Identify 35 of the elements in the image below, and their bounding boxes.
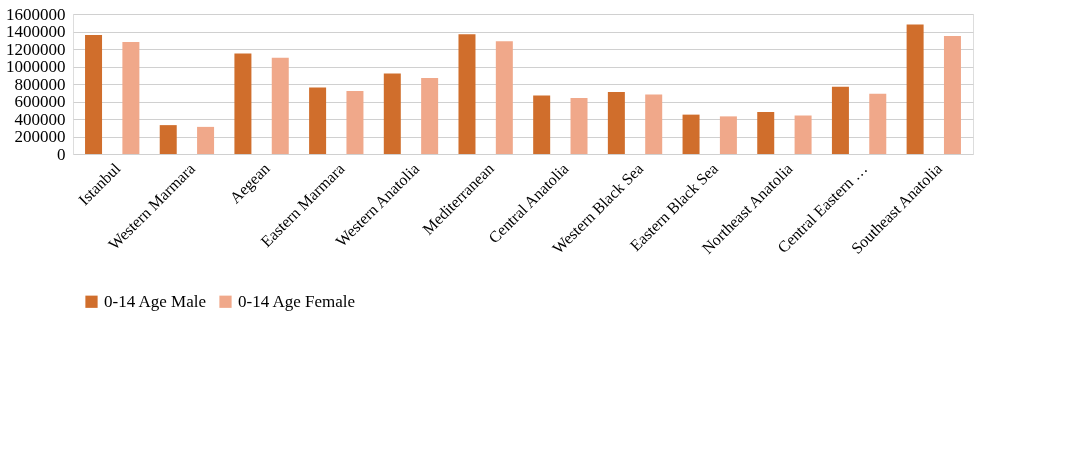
bar: [570, 98, 588, 154]
bar: [197, 126, 215, 154]
bar: [831, 86, 849, 154]
bar: [458, 34, 476, 154]
legend-label: 0-14 Age Female: [238, 291, 356, 311]
bar: [85, 35, 103, 154]
y-tick-label: 600000: [14, 92, 66, 111]
bar: [607, 91, 625, 154]
bar: [159, 125, 177, 154]
bar: [869, 93, 887, 154]
bar: [271, 57, 289, 154]
bar: [794, 115, 812, 154]
y-tick-label: 1400000: [6, 22, 66, 41]
bar: [383, 73, 401, 154]
bar: [943, 35, 961, 154]
bar: [682, 114, 700, 154]
bar: [309, 87, 327, 154]
legend-label: 0-14 Age Male: [104, 291, 206, 311]
bar: [234, 53, 252, 154]
bar: [906, 24, 924, 154]
bar: [719, 116, 737, 154]
bar: [533, 95, 551, 154]
bar: [122, 42, 140, 154]
y-tick-label: 800000: [14, 74, 66, 94]
bar: [421, 77, 439, 154]
y-tick-label: 400000: [14, 109, 66, 129]
bar: [645, 94, 663, 154]
y-tick-label: 200000: [14, 127, 66, 146]
y-tick-label: 1000000: [6, 57, 66, 76]
y-tick-label: 1200000: [6, 39, 66, 59]
bar: [757, 112, 775, 154]
y-tick-label: 0: [57, 144, 66, 164]
y-tick-label: 1600000: [6, 4, 66, 24]
bar: [346, 91, 364, 154]
bar: [495, 41, 513, 154]
